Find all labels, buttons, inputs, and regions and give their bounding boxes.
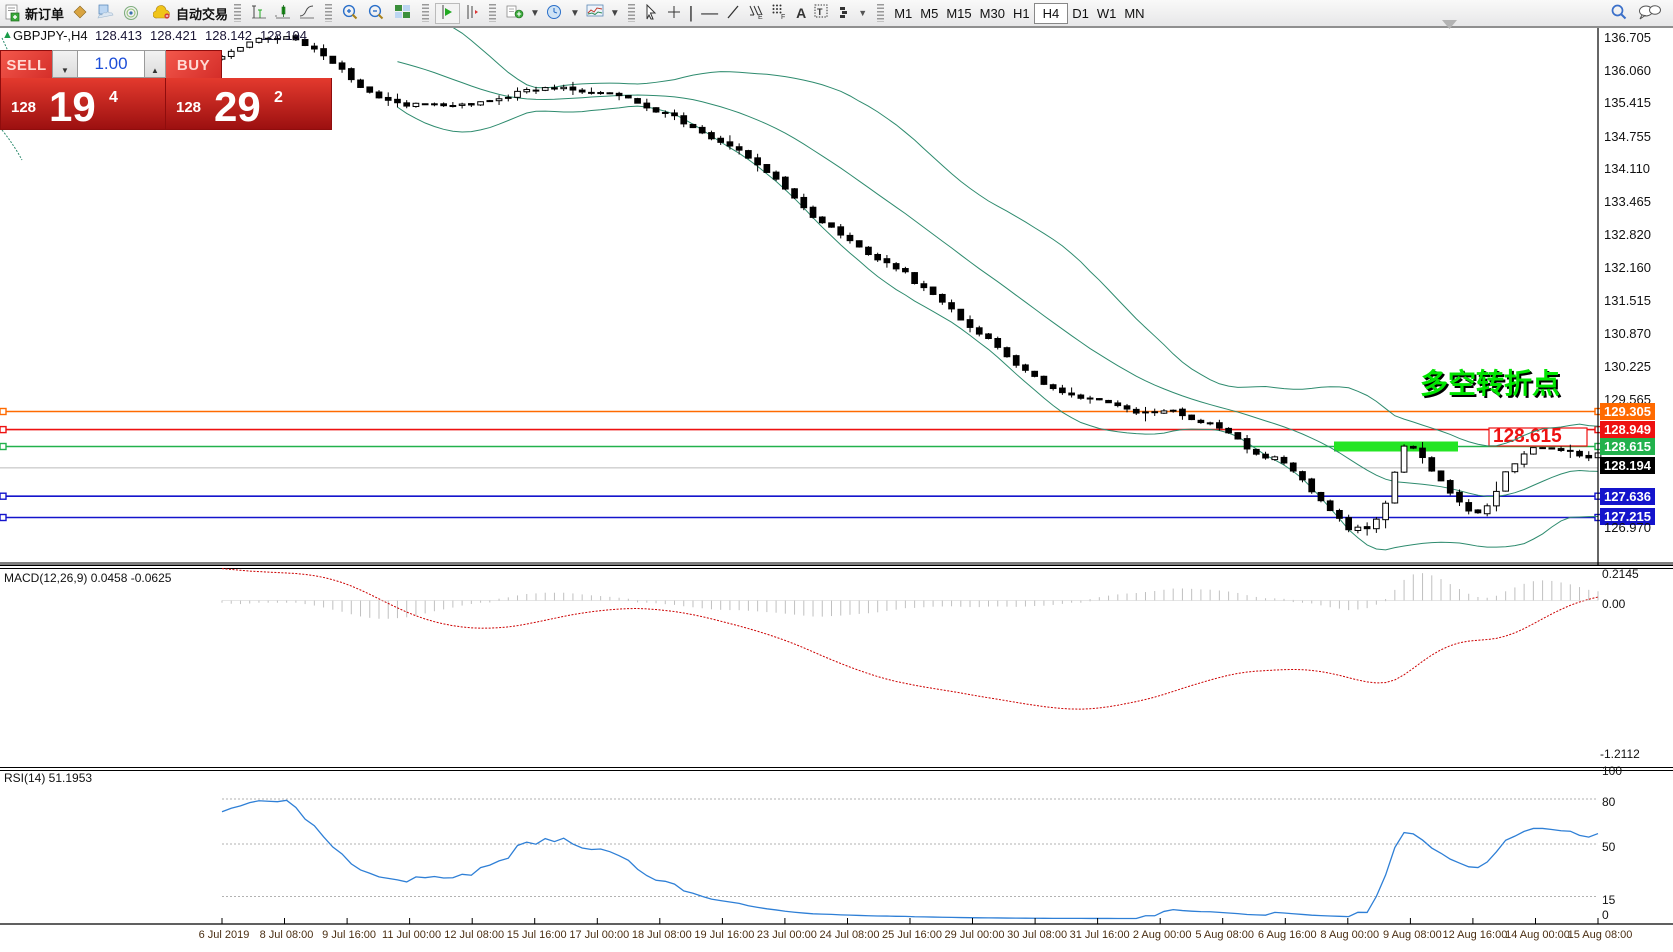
svg-text:E: E [758, 14, 763, 20]
svg-text:多空转折点: 多空转折点 [1420, 367, 1560, 399]
svg-text:T: T [817, 7, 823, 17]
svg-text:F: F [781, 14, 785, 20]
